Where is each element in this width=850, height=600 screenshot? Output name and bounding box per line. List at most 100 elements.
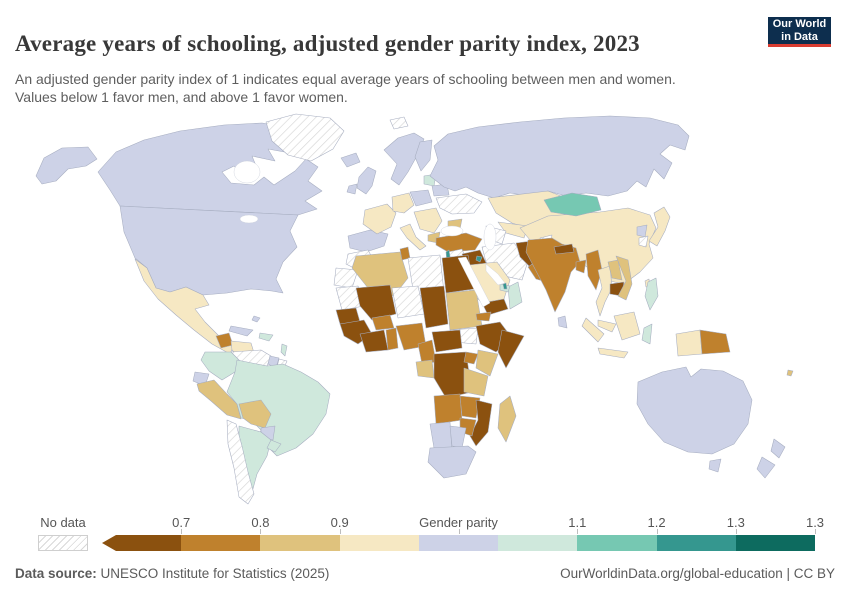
country-qatar[interactable] — [502, 282, 508, 290]
country-iceland[interactable] — [340, 152, 361, 168]
great-lakes — [239, 214, 259, 224]
country-tanzania[interactable] — [463, 367, 489, 397]
country-gabon-congo[interactable] — [415, 359, 435, 379]
country-mozambique[interactable] — [469, 399, 493, 447]
legend-bin-b0910[interactable] — [339, 535, 419, 551]
legend-bar-wrap: 0.7 0.8 0.9 Gender parity 1.1 1.2 1.3 1.3 — [102, 514, 824, 554]
legend-tick-mark — [181, 529, 183, 534]
country-indonesia-sumatra[interactable] — [581, 317, 605, 343]
country-cotedivoire-ghana[interactable] — [359, 329, 389, 353]
country-poland[interactable] — [409, 189, 433, 207]
country-papua-new-guinea[interactable] — [699, 329, 731, 355]
country-central-african-republic[interactable] — [431, 329, 463, 353]
country-north-korea[interactable] — [636, 224, 648, 238]
country-mongolia[interactable] — [543, 192, 602, 217]
country-iran[interactable] — [481, 242, 529, 281]
country-tasmania[interactable] — [708, 458, 722, 473]
country-indonesia-java[interactable] — [597, 347, 629, 359]
country-togo-benin[interactable] — [385, 327, 399, 351]
country-bangladesh[interactable] — [575, 259, 587, 274]
legend-tick-mark — [815, 529, 816, 534]
country-new-zealand-south[interactable] — [756, 456, 776, 479]
country-svalbard[interactable] — [389, 116, 409, 130]
country-namibia[interactable] — [429, 421, 453, 451]
country-alaska[interactable] — [35, 146, 98, 185]
country-vietnam[interactable] — [615, 255, 633, 301]
hudson-bay — [233, 160, 261, 184]
country-south-africa[interactable] — [427, 445, 477, 479]
country-japan[interactable] — [648, 206, 671, 247]
country-borneo[interactable] — [613, 311, 641, 341]
country-new-zealand-north[interactable] — [770, 438, 786, 459]
legend-bin-b1011[interactable] — [498, 535, 578, 551]
country-ireland[interactable] — [346, 183, 358, 195]
country-papua-indonesia[interactable] — [675, 329, 703, 357]
country-uzbekistan[interactable] — [497, 221, 529, 239]
country-lesser-antilles[interactable] — [280, 343, 288, 357]
country-south-korea[interactable] — [638, 235, 649, 248]
country-germany[interactable] — [391, 192, 415, 214]
country-mexico[interactable] — [134, 258, 234, 355]
country-zambia[interactable] — [459, 395, 481, 419]
map-countries — [35, 113, 794, 505]
black-sea — [440, 225, 464, 237]
country-cuba[interactable] — [228, 325, 254, 337]
country-uruguay[interactable] — [266, 439, 282, 453]
country-uk[interactable] — [356, 166, 377, 195]
country-ukraine[interactable] — [435, 193, 483, 215]
country-balkans[interactable] — [413, 207, 443, 234]
country-italy[interactable] — [399, 223, 427, 251]
country-sudan[interactable] — [445, 289, 483, 331]
country-nepal[interactable] — [553, 243, 575, 255]
country-bahamas[interactable] — [251, 315, 261, 323]
country-myanmar[interactable] — [585, 249, 603, 291]
legend-tick-label: 1.3 — [805, 515, 825, 530]
page-title: Average years of schooling, adjusted gen… — [15, 31, 640, 57]
legend-bin-b0809[interactable] — [260, 535, 340, 551]
page-subtitle: An adjusted gender parity index of 1 ind… — [15, 71, 676, 106]
country-finland[interactable] — [414, 139, 433, 172]
legend-bin-parity[interactable] — [418, 535, 499, 551]
country-angola[interactable] — [433, 393, 463, 425]
country-greenland[interactable] — [265, 113, 345, 162]
country-australia[interactable] — [636, 366, 753, 455]
legend-bin-b0708[interactable] — [181, 535, 261, 551]
country-chad[interactable] — [419, 285, 449, 329]
country-france[interactable] — [362, 203, 397, 235]
country-hispaniola[interactable] — [258, 332, 274, 342]
country-sri-lanka[interactable] — [557, 315, 568, 329]
country-laos[interactable] — [607, 259, 623, 281]
country-sulawesi[interactable] — [641, 323, 653, 345]
country-brazil[interactable] — [226, 359, 331, 457]
country-philippines[interactable] — [644, 277, 659, 311]
country-colombia[interactable] — [200, 351, 240, 381]
country-india[interactable] — [525, 237, 581, 313]
legend-bin-lt07[interactable] — [102, 535, 182, 551]
country-niger[interactable] — [391, 285, 425, 319]
footer-source-label: Data source: — [15, 566, 97, 581]
footer-credit-link[interactable]: OurWorldinData.org/global-education | CC… — [560, 566, 835, 581]
country-eritrea[interactable] — [475, 311, 492, 322]
country-chile[interactable] — [226, 419, 255, 505]
country-norway-sweden[interactable] — [383, 132, 425, 186]
country-madagascar[interactable] — [497, 395, 517, 443]
owid-logo[interactable]: Our World in Data — [768, 17, 831, 47]
legend-bin-b1112[interactable] — [577, 535, 657, 551]
country-burkina-faso[interactable] — [371, 314, 395, 331]
country-kenya[interactable] — [475, 349, 499, 377]
country-somalia[interactable] — [497, 329, 525, 369]
country-botswana[interactable] — [449, 425, 467, 449]
country-turkey[interactable] — [435, 232, 483, 253]
country-spain-portugal[interactable] — [347, 229, 389, 253]
legend-bin-gt13[interactable] — [735, 535, 815, 551]
country-malaysia[interactable] — [597, 319, 617, 333]
legend-tick-label: 1.3 — [726, 515, 745, 530]
country-oman[interactable] — [507, 281, 523, 310]
legend-bin-b1213[interactable] — [656, 535, 736, 551]
country-fiji[interactable] — [786, 369, 794, 377]
country-peru[interactable] — [196, 379, 242, 420]
no-data-swatch[interactable] — [38, 535, 88, 551]
country-uganda[interactable] — [463, 351, 479, 365]
country-kuwait[interactable] — [475, 255, 483, 263]
country-russia[interactable] — [429, 115, 690, 199]
